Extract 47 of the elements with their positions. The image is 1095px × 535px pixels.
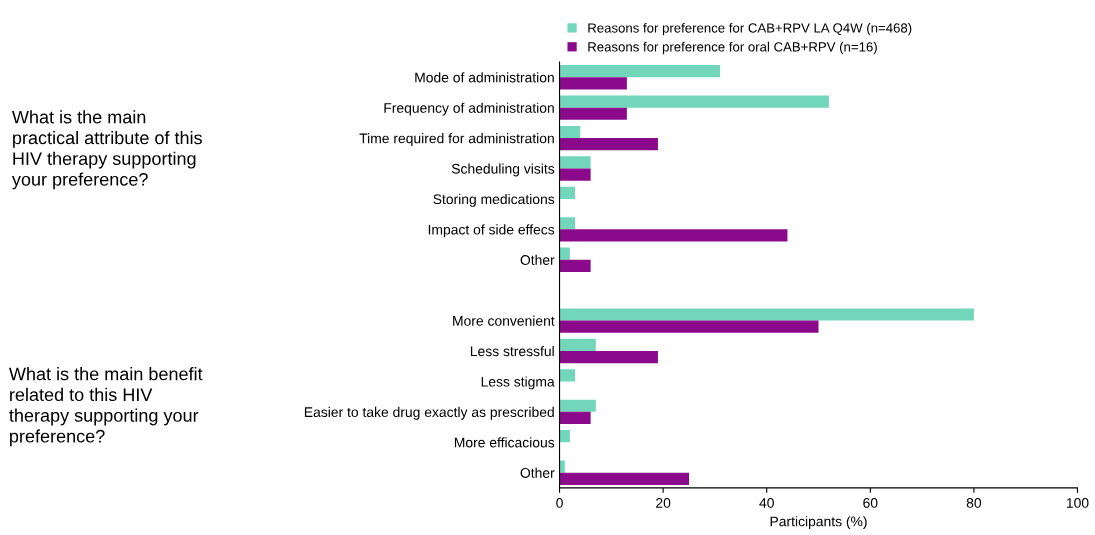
legend-label: Reasons for preference for oral CAB+RPV (n=16)	[588, 41, 877, 55]
bar	[559, 460, 565, 473]
y-tick-label: Impact of side effecs	[428, 224, 555, 238]
y-tick-label: Frequency of administration	[384, 102, 554, 116]
bar	[559, 95, 829, 108]
y-tick-label: Storing medications	[433, 193, 555, 207]
text: What is the main benefit related to this HIV therapy supporting your preference?	[8, 367, 203, 447]
x-axis-title: Participants (%)	[770, 516, 867, 530]
y-tick-label: More efficacious	[454, 437, 555, 448]
bar	[559, 168, 591, 181]
bar	[559, 77, 627, 90]
x-tick-label: 0	[556, 498, 563, 508]
x-tick-label: 80	[966, 498, 982, 508]
x-tick-label: 60	[863, 498, 878, 508]
y-tick-label: Time required for administration	[359, 133, 554, 147]
x-tick-label: 100	[1066, 498, 1089, 508]
bar	[559, 430, 570, 443]
y-tick-label: Other	[520, 467, 555, 478]
bar	[559, 229, 788, 242]
bar	[559, 369, 576, 382]
y-tick-label: More convenient	[453, 315, 555, 326]
text: What is the main practical attribute of this HIV therapy supporting your preference?	[11, 110, 202, 190]
y-tick-label: Easier to take drug exactly as prescribed	[304, 406, 554, 420]
x-tick-label: 40	[759, 498, 774, 508]
bar	[559, 138, 658, 151]
bar	[559, 247, 570, 260]
y-tick-label: Other	[520, 254, 555, 265]
bar	[559, 320, 819, 333]
y-tick-label: Less stressful	[470, 346, 554, 357]
bar	[559, 156, 591, 169]
bar	[559, 125, 581, 139]
bar	[559, 259, 591, 272]
y-tick-label: Less stigma	[481, 376, 555, 390]
bar	[559, 65, 721, 78]
bar	[559, 472, 690, 485]
bar	[559, 399, 596, 412]
bar	[559, 351, 658, 364]
legend-label: Reasons for preference for CAB+RPV LA Q4W (n=468)	[588, 22, 912, 36]
bar	[559, 186, 576, 199]
x-tick-label: 20	[656, 498, 671, 508]
y-tick-label: Mode of administration	[415, 72, 554, 83]
bar	[559, 338, 596, 352]
bar	[559, 217, 576, 230]
bar	[559, 308, 974, 321]
y-tick-label: Scheduling visits	[451, 163, 555, 177]
bar	[559, 107, 627, 120]
bar	[559, 411, 591, 425]
